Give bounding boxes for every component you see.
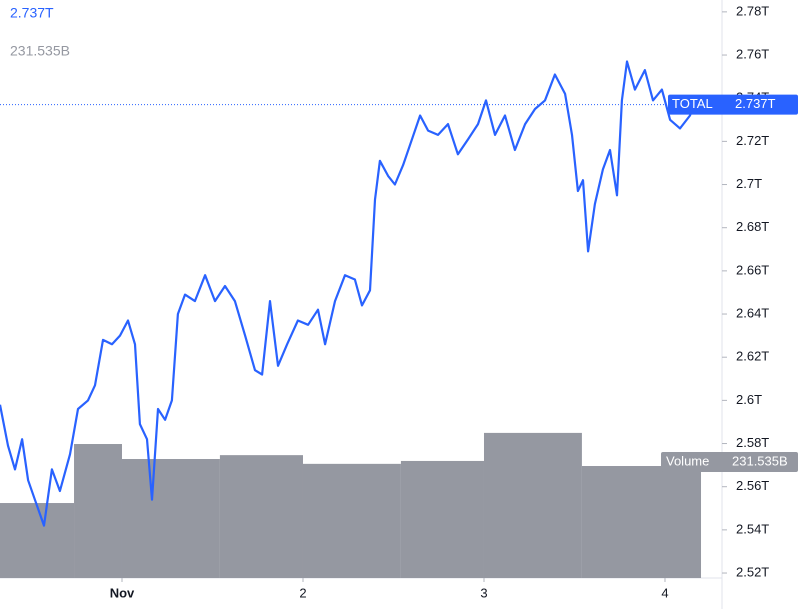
y-tick-label: 2.66T	[736, 262, 769, 277]
y-tick-label: 2.58T	[736, 435, 769, 450]
x-tick-label: 2	[299, 585, 306, 600]
volume-badge	[661, 452, 798, 473]
price-badge	[668, 94, 798, 115]
x-tick-label: 3	[480, 585, 487, 600]
x-tick-label: Nov	[110, 585, 135, 600]
header-price: 2.737T	[10, 5, 54, 21]
volume-bar	[400, 460, 484, 578]
plot	[0, 60, 702, 578]
volume-bar	[219, 455, 303, 578]
y-tick-label: 2.64T	[736, 305, 769, 320]
y-tick-label: 2.72T	[736, 133, 769, 148]
y-tick-label: 2.56T	[736, 478, 769, 493]
volume-bar	[302, 463, 401, 578]
y-tick-label: 2.52T	[736, 564, 769, 579]
price-badge-value: 2.737T	[735, 96, 776, 111]
x-tick-label: 4	[661, 585, 668, 600]
y-tick-label: 2.78T	[736, 3, 769, 18]
volume-badge-name: Volume	[666, 453, 709, 468]
price-badge-name: TOTAL	[672, 96, 713, 111]
volume-bar	[0, 503, 75, 578]
volume-badge-value: 231.535B	[732, 453, 788, 468]
overlay: 2.52T 2.54T 2.56T 2.58T 2.6T 2.62T 2.64T 2.66T 2…	[0, 3, 798, 600]
volume-bar	[121, 459, 220, 578]
header-volume: 231.535B	[10, 43, 70, 59]
y-tick-label: 2.68T	[736, 219, 769, 234]
volume-bar	[483, 432, 582, 578]
y-tick-label: 2.54T	[736, 521, 769, 536]
price-line	[0, 60, 695, 527]
y-tick-label: 2.7T	[736, 176, 762, 191]
y-tick-label: 2.6T	[736, 392, 762, 407]
volume-bar	[74, 444, 122, 578]
volume-bar	[581, 466, 702, 578]
y-tick-label: 2.62T	[736, 349, 769, 364]
y-tick-label: 2.76T	[736, 46, 769, 61]
